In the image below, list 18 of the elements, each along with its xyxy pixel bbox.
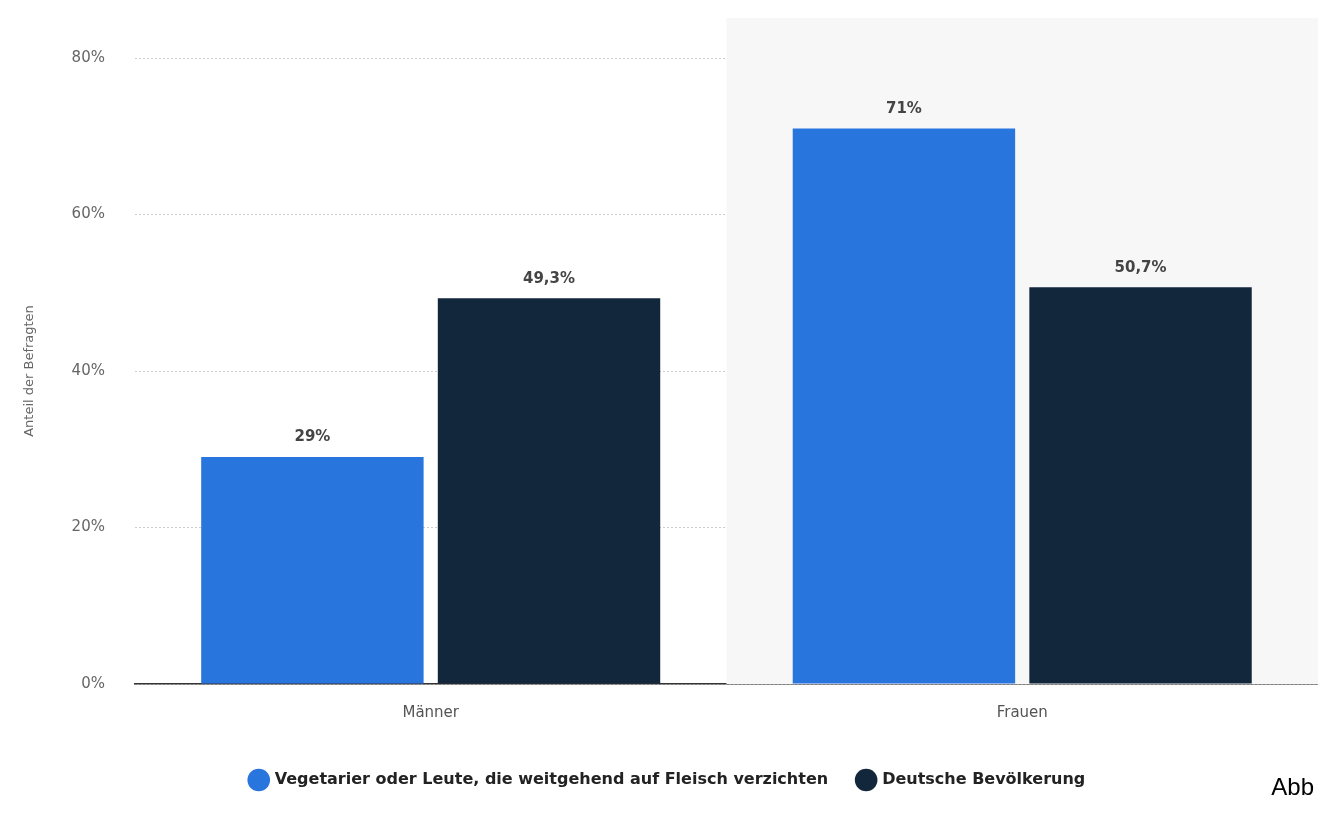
legend-label: Deutsche Bevölkerung (882, 769, 1086, 789)
text: Abb (1271, 772, 1314, 800)
y-axis-title: Anteil der Befragten (21, 305, 37, 437)
y-tick-label: 60% (71, 204, 105, 223)
data-label: 49,3% (522, 268, 576, 287)
y-tick-label: 40% (71, 360, 105, 379)
bar (1029, 287, 1252, 684)
legend-label: Vegetarier oder Leute, die weitgehend auf Fleisch verzichten (274, 769, 829, 789)
data-label: 50,7% (1114, 257, 1167, 276)
bar (201, 457, 424, 684)
y-tick-label: 80% (71, 47, 105, 66)
data-label: 29% (294, 427, 331, 446)
bar (437, 298, 661, 684)
y-tick-label: 0% (81, 673, 105, 692)
x-tick-label: Männer (402, 702, 460, 721)
x-tick-label: Frauen (996, 702, 1048, 721)
y-tick-label: 20% (71, 517, 105, 536)
data-label: 71% (885, 98, 922, 117)
